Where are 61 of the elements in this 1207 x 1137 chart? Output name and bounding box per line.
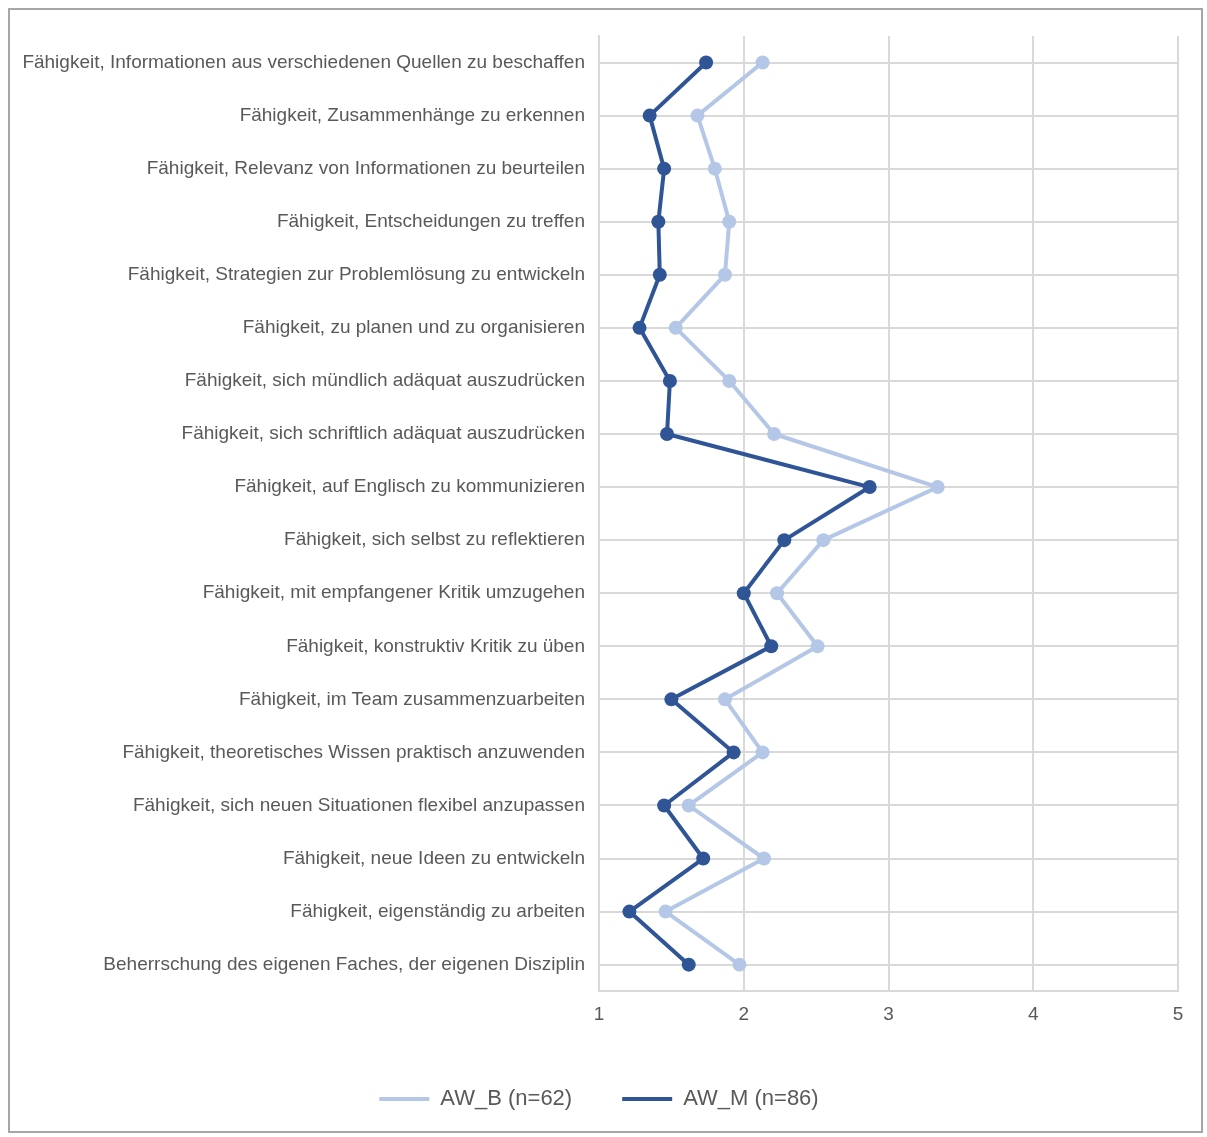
point — [930, 480, 945, 495]
point — [717, 267, 732, 282]
point — [770, 586, 785, 601]
y-tick-label: Fähigkeit, Informationen aus verschiedenen Quellen zu beschaffen — [22, 50, 585, 72]
point — [696, 851, 711, 866]
point — [722, 373, 737, 388]
point — [652, 267, 667, 282]
point — [722, 214, 737, 229]
point — [736, 586, 751, 601]
y-tick-label: Fähigkeit, im Team zusammenzuarbeiten — [238, 687, 585, 709]
y-tick-label: Fähigkeit, mit empfangener Kritik umzugehen — [202, 581, 585, 603]
y-tick-label: Fähigkeit, zu planen und zu organisieren — [242, 316, 585, 338]
y-tick-label: Fähigkeit, theoretisches Wissen praktisch anzuwenden — [122, 740, 585, 762]
point — [660, 427, 675, 441]
x-tick-label: 2 — [738, 1002, 750, 1024]
point — [642, 108, 657, 123]
point — [662, 373, 677, 388]
point — [681, 957, 696, 972]
x-tick-label: 1 — [593, 1002, 605, 1024]
point — [810, 639, 825, 654]
y-tick-label: Fähigkeit, Zusammenhänge zu erkennen — [239, 103, 585, 125]
y-tick-label: Fähigkeit, auf Englisch zu kommunizieren — [234, 475, 585, 497]
y-tick-label: Fähigkeit, sich schriftlich adäquat auszudrücken — [181, 422, 585, 444]
point — [732, 957, 747, 972]
point — [717, 692, 732, 707]
y-tick-label: Fähigkeit, Relevanz von Informationen zu beurteilen — [146, 156, 585, 178]
point — [755, 55, 770, 70]
y-tick-label: Fähigkeit, sich selbst zu reflektieren — [284, 528, 585, 550]
point — [668, 320, 683, 335]
point — [699, 55, 714, 70]
point — [651, 214, 666, 229]
legend-label: AW_M (n=86) — [683, 1085, 819, 1111]
point — [664, 692, 679, 707]
point — [862, 480, 877, 495]
point — [681, 798, 696, 813]
point — [777, 533, 792, 548]
point — [764, 639, 779, 654]
point — [767, 427, 782, 441]
point — [757, 851, 772, 866]
x-tick-label: 4 — [1027, 1002, 1039, 1024]
point — [632, 320, 647, 335]
point — [690, 108, 705, 123]
y-tick-label: Fähigkeit, konstruktiv Kritik zu üben — [286, 634, 585, 656]
x-tick-label: 3 — [883, 1002, 894, 1024]
point — [707, 161, 722, 176]
y-tick-label: Fähigkeit, eigenständig zu arbeiten — [290, 899, 585, 921]
y-tick-label: Fähigkeit, neue Ideen zu entwickeln — [282, 846, 585, 868]
point — [726, 745, 741, 760]
y-tick-label: Beherrschung des eigenen Faches, der eigenen Disziplin — [103, 952, 585, 974]
point — [657, 798, 672, 813]
point — [816, 533, 831, 548]
y-tick-label: Fähigkeit, sich mündlich adäquat auszudrücken — [184, 369, 585, 391]
point — [657, 161, 672, 176]
point — [658, 904, 673, 919]
y-tick-label: Fähigkeit, Entscheidungen zu treffen — [276, 209, 585, 231]
point — [622, 904, 637, 919]
legend-label: AW_B (n=62) — [440, 1085, 573, 1111]
y-tick-label: Fähigkeit, Strategien zur Problemlösung zu entwickeln — [127, 263, 585, 285]
x-tick-label: 5 — [1172, 1002, 1184, 1024]
y-tick-label: Fähigkeit, sich neuen Situationen flexibel anzupassen — [132, 793, 585, 815]
point — [755, 745, 770, 760]
